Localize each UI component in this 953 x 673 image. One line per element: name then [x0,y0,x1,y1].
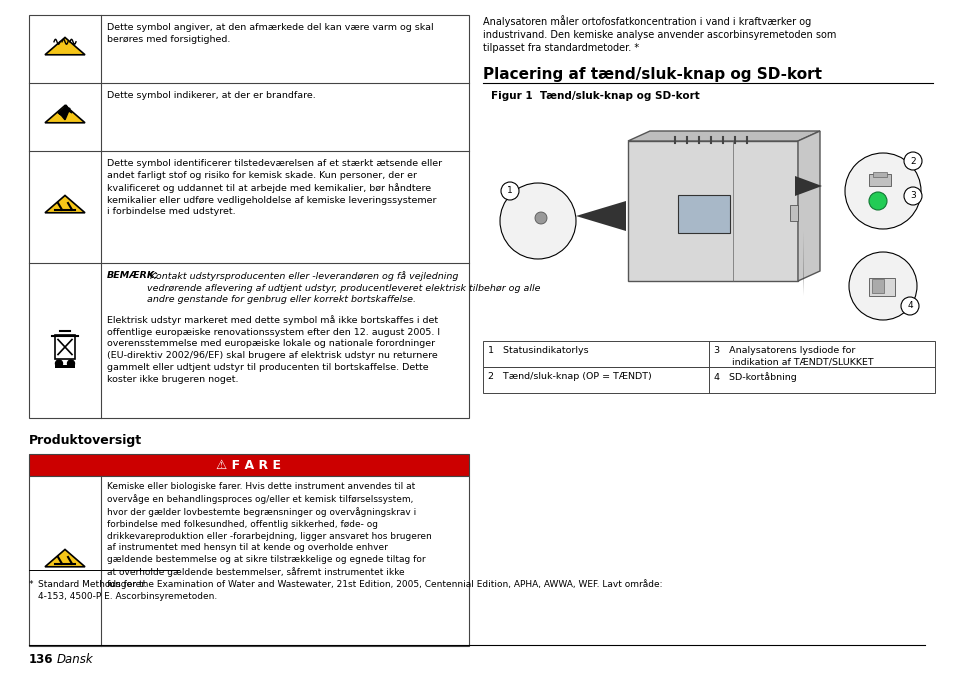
Polygon shape [45,38,85,55]
Circle shape [848,252,916,320]
Text: Kontakt udstyrsproducenten eller -leverandøren og få vejledning
vedrørende aflev: Kontakt udstyrsproducenten eller -levera… [147,271,540,304]
Polygon shape [794,176,821,196]
Bar [868,278,894,296]
Bar [678,195,729,233]
Bar [482,367,934,393]
Bar [871,279,883,293]
Polygon shape [45,195,85,213]
Bar [872,172,886,177]
Text: BEMÆRK:: BEMÆRK: [107,271,159,280]
Text: 3: 3 [909,192,915,201]
Circle shape [68,360,74,367]
Bar [29,454,469,476]
Polygon shape [45,106,85,122]
Bar [868,174,890,186]
Text: Dette symbol identificerer tilstedeværelsen af et stærkt ætsende eller
andet far: Dette symbol identificerer tilstedeværel… [107,159,441,217]
Bar [29,15,469,418]
Polygon shape [797,131,820,281]
Polygon shape [802,231,803,296]
Polygon shape [627,141,797,281]
Text: Analysatoren måler ortofosfatkoncentration i vand i kraftværker og
industrivand.: Analysatoren måler ortofosfatkoncentrati… [482,15,836,53]
Circle shape [500,182,518,200]
Circle shape [868,192,886,210]
Text: Standard Methods for the Examination of Water and Wastewater, 21st Edition, 2005: Standard Methods for the Examination of … [38,580,661,601]
Text: 1: 1 [507,186,513,195]
Text: *: * [29,580,33,589]
Circle shape [499,183,576,259]
Text: Figur 1  Tænd/sluk-knap og SD-kort: Figur 1 Tænd/sluk-knap og SD-kort [491,91,699,101]
Text: Produktoversigt: Produktoversigt [29,434,142,447]
Text: Dansk: Dansk [57,653,93,666]
Bar [55,336,75,359]
Polygon shape [45,549,85,567]
Bar [789,205,797,221]
Circle shape [844,153,920,229]
Circle shape [535,212,546,224]
Circle shape [55,360,63,367]
Circle shape [903,152,921,170]
Text: 136: 136 [29,653,53,666]
Text: 4: 4 [906,302,912,310]
Text: Dette symbol angiver, at den afmærkede del kan være varm og skal
berøres med for: Dette symbol angiver, at den afmærkede d… [107,23,434,44]
Polygon shape [58,105,71,120]
Text: 4   SD-kortåbning: 4 SD-kortåbning [713,372,796,382]
Polygon shape [627,131,820,141]
Polygon shape [576,201,625,231]
Text: Placering af tænd/sluk-knap og SD-kort: Placering af tænd/sluk-knap og SD-kort [482,67,821,82]
Text: ⚠ F A R E: ⚠ F A R E [216,458,281,472]
Text: 1   Statusindikatorlys: 1 Statusindikatorlys [488,346,588,355]
Text: 2   Tænd/sluk-knap (OP = TÆNDT): 2 Tænd/sluk-knap (OP = TÆNDT) [488,372,651,381]
Text: 2: 2 [909,157,915,166]
Text: 3   Analysatorens lysdiode for
      indikation af TÆNDT/SLUKKET: 3 Analysatorens lysdiode for indikation … [713,346,873,367]
Text: Elektrisk udstyr markeret med dette symbol må ikke bortskaffes i det
offentlige : Elektrisk udstyr markeret med dette symb… [107,315,439,384]
Text: Dette symbol indikerer, at der er brandfare.: Dette symbol indikerer, at der er brandf… [107,91,315,100]
Circle shape [900,297,918,315]
Bar [29,476,469,646]
Bar [55,365,75,369]
Bar [482,341,934,367]
Circle shape [903,187,921,205]
Text: Kemiske eller biologiske farer. Hvis dette instrument anvendes til at
overvåge e: Kemiske eller biologiske farer. Hvis det… [107,482,432,589]
